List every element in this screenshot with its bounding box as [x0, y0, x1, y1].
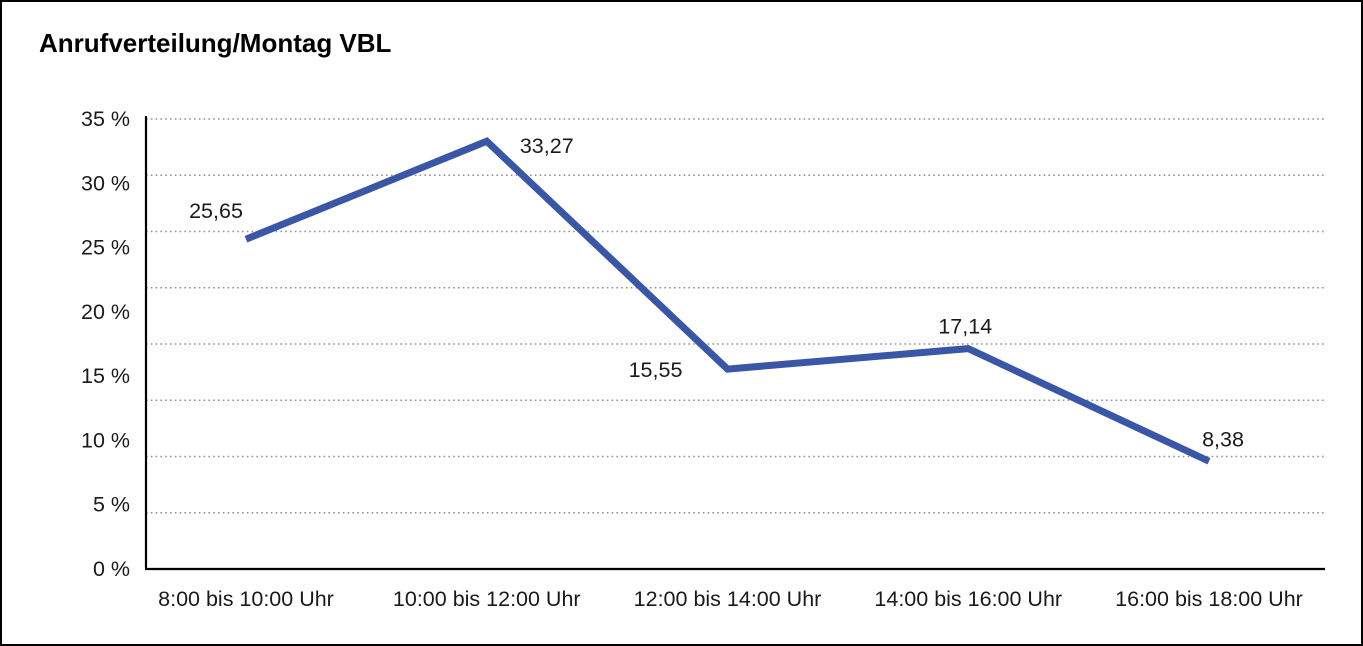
- x-tick-label: 8:00 bis 10:00 Uhr: [158, 587, 334, 611]
- series-line: [244, 137, 1211, 465]
- y-tick-label: 30 %: [81, 171, 130, 195]
- y-tick-label: 0 %: [93, 557, 130, 581]
- data-point-label: 15,55: [629, 358, 683, 382]
- chart-title: Anrufverteilung/Montag VBL: [39, 28, 392, 58]
- data-point-label: 25,65: [189, 199, 243, 223]
- x-tick-label: 10:00 bis 12:00 Uhr: [393, 587, 581, 611]
- x-tick-label: 12:00 bis 14:00 Uhr: [634, 587, 822, 611]
- data-point-label: 33,27: [520, 134, 574, 158]
- y-tick-label: 15 %: [81, 364, 130, 388]
- y-tick-label: 35 %: [81, 107, 130, 131]
- x-tick-label: 14:00 bis 16:00 Uhr: [874, 587, 1062, 611]
- x-tick-label: 16:00 bis 18:00 Uhr: [1115, 587, 1303, 611]
- y-tick-label: 5 %: [93, 493, 130, 517]
- data-point-label: 8,38: [1202, 427, 1244, 451]
- data-point-label: 17,14: [938, 315, 992, 339]
- y-tick-label: 10 %: [81, 428, 130, 452]
- y-tick-label: 20 %: [81, 300, 130, 324]
- y-tick-label: 25 %: [81, 236, 130, 260]
